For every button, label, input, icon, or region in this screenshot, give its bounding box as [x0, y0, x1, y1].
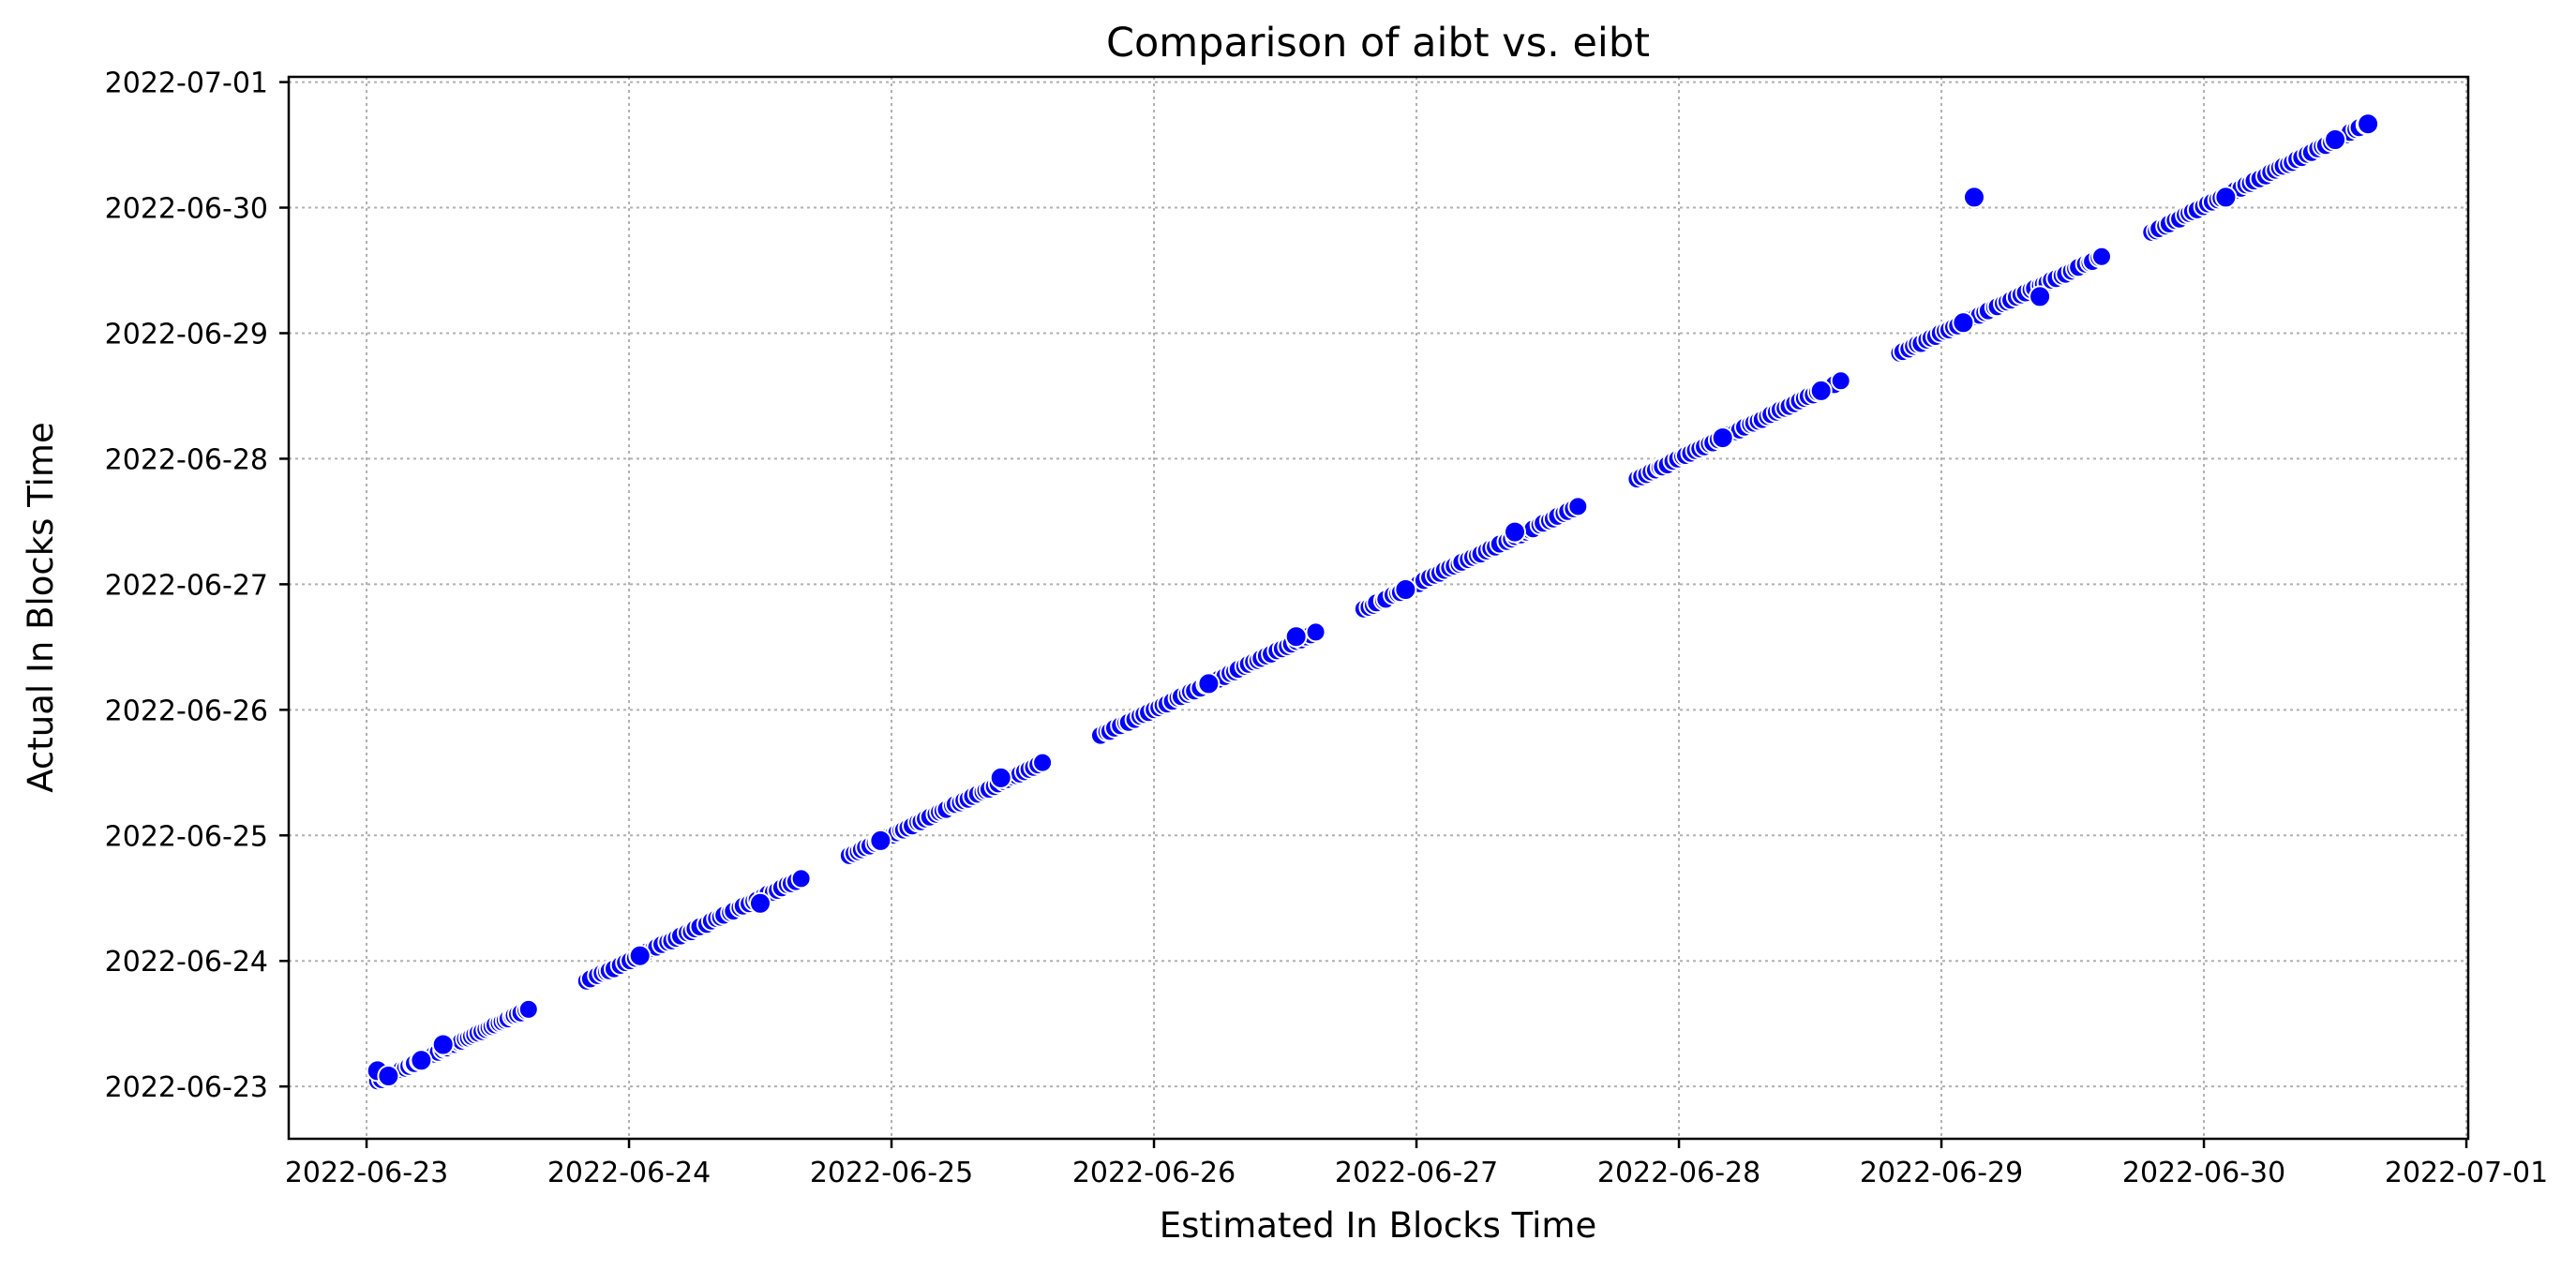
scatter-point	[410, 1049, 433, 1072]
scatter-point	[1567, 496, 1589, 517]
chart-title: Comparison of aibt vs. eibt	[1106, 20, 1650, 67]
scatter-point	[989, 766, 1012, 789]
y-tick-label: 2022-06-27	[105, 569, 268, 602]
scatter-point	[1952, 311, 1975, 335]
scatter-point	[1963, 186, 1985, 209]
scatter-point	[1032, 752, 1054, 773]
scatter-point	[1809, 379, 1833, 402]
y-tick-label: 2022-07-01	[105, 67, 268, 100]
scatter-point	[2214, 186, 2238, 209]
scatter-point	[790, 868, 812, 889]
x-tick-label: 2022-06-26	[1072, 1157, 1236, 1189]
scatter-point	[2324, 128, 2347, 151]
scatter-point	[1284, 625, 1308, 649]
y-axis-label: Actual In Blocks Time	[21, 422, 61, 792]
y-tick-label: 2022-06-25	[105, 820, 268, 853]
scatter-point	[1711, 426, 1734, 450]
x-tick-label: 2022-06-24	[547, 1157, 711, 1189]
scatter-point	[1830, 370, 1851, 392]
scatter-point	[1394, 578, 1417, 601]
x-tick-label: 2022-06-30	[2122, 1157, 2285, 1189]
x-tick-label: 2022-07-01	[2385, 1157, 2548, 1189]
scatter-point	[517, 998, 539, 1020]
scatter-point	[2029, 285, 2052, 308]
plot-frame	[287, 75, 2470, 1141]
y-tick-label: 2022-06-29	[105, 318, 268, 351]
y-tick-label: 2022-06-26	[105, 695, 268, 727]
scatter-point	[1197, 672, 1221, 695]
axis-ticks: 2022-06-23 2022-06-24 2022-06-25 2022-06-26…	[105, 67, 2549, 1189]
scatter-point	[1504, 520, 1526, 544]
x-tick-label: 2022-06-27	[1335, 1157, 1498, 1189]
x-axis-label: Estimated In Blocks Time	[1160, 1205, 1596, 1246]
scatter-point	[869, 829, 892, 852]
y-tick-label: 2022-06-28	[105, 443, 268, 476]
scatter-point	[1305, 621, 1326, 643]
x-tick-label: 2022-06-23	[285, 1157, 448, 1189]
scatter-points	[366, 112, 2380, 1092]
scatter-point	[377, 1065, 400, 1087]
y-tick-label: 2022-06-24	[105, 946, 268, 979]
y-tick-label: 2022-06-30	[105, 193, 268, 226]
scatter-point	[749, 891, 771, 915]
x-tick-label: 2022-06-28	[1597, 1157, 1760, 1189]
scatter-point	[431, 1033, 455, 1056]
scatter-point	[2091, 246, 2112, 267]
x-tick-label: 2022-06-25	[810, 1157, 973, 1189]
x-tick-label: 2022-06-29	[1860, 1157, 2023, 1189]
y-tick-label: 2022-06-23	[105, 1071, 268, 1104]
grid-lines	[289, 77, 2468, 1139]
scatter-point	[2357, 112, 2380, 136]
scatter-point	[628, 944, 651, 967]
